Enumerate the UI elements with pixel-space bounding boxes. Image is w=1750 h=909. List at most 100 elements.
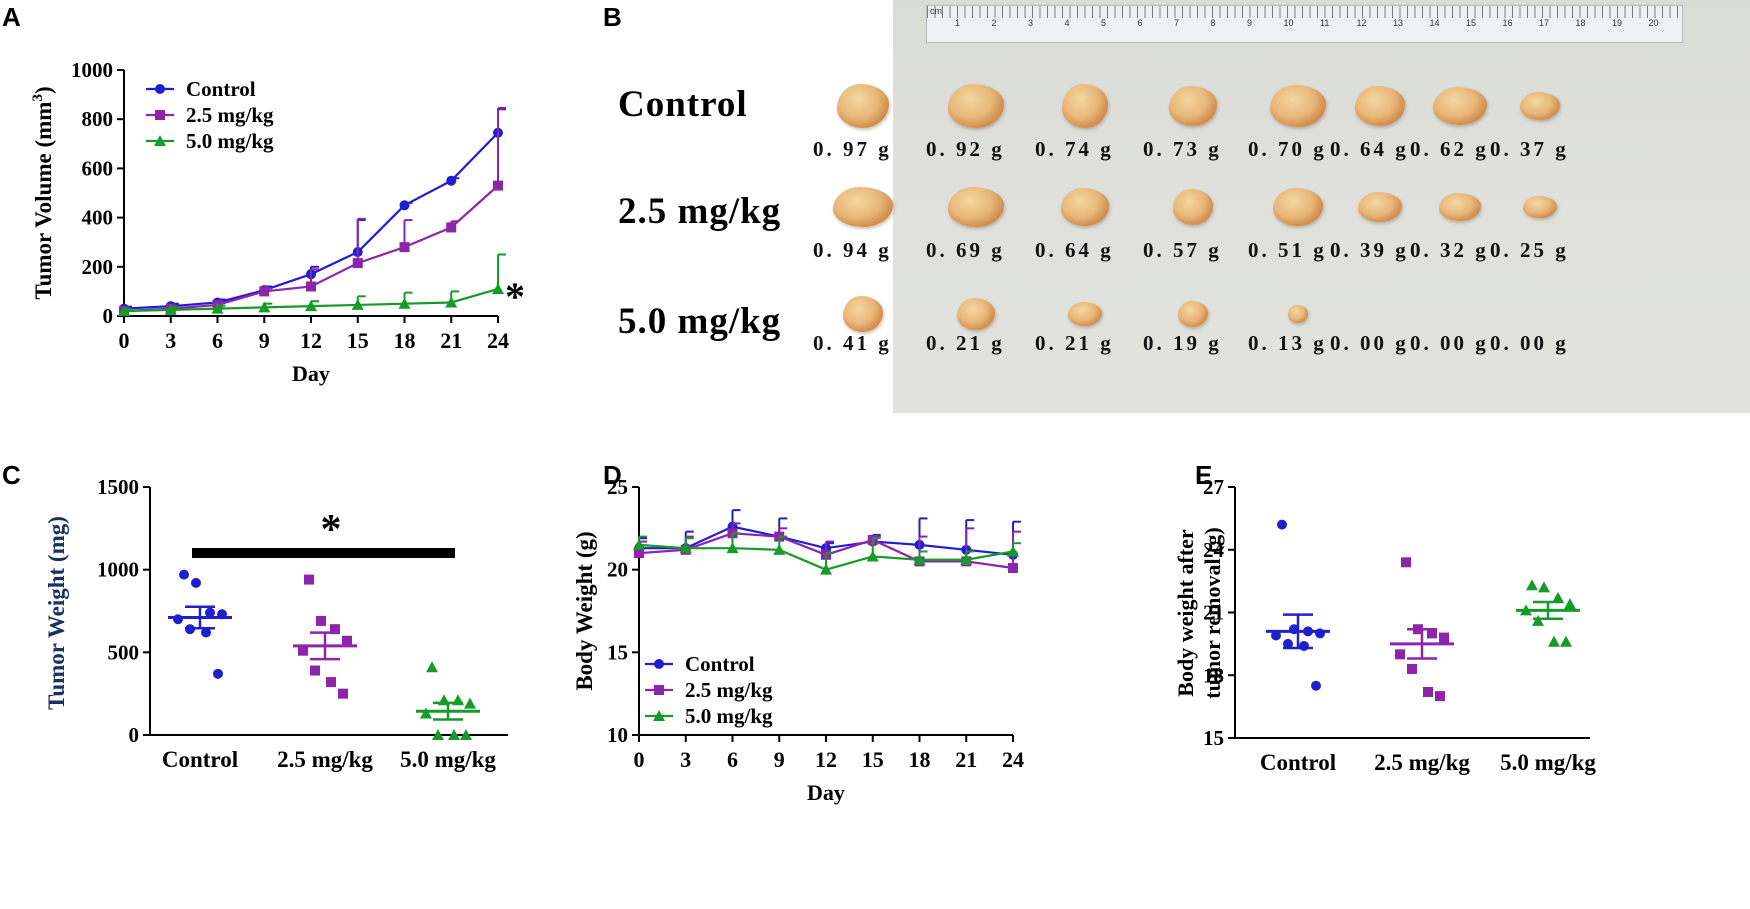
tumor-weight-label: 0. 39 g — [1330, 238, 1409, 262]
data-point — [464, 697, 476, 709]
legend-label: 2.5 mg/kg — [186, 103, 274, 127]
tumor-specimen — [1433, 87, 1487, 125]
significance-star: * — [505, 274, 525, 319]
data-point — [679, 542, 692, 554]
data-point — [338, 688, 348, 699]
data-point — [1560, 635, 1572, 647]
data-point — [342, 635, 352, 646]
data-point — [820, 563, 832, 575]
tumor-weight-label: 0. 41 g — [813, 331, 892, 355]
legend-marker — [155, 110, 165, 120]
data-point — [773, 543, 786, 555]
x-category-label: 5.0 mg/kg — [400, 747, 496, 772]
tumor-weight-label: 0. 21 g — [1035, 331, 1114, 355]
y-tick-label: 25 — [607, 475, 628, 499]
data-point — [866, 550, 879, 562]
y-tick-label: 15 — [607, 640, 628, 664]
data-point — [1395, 649, 1405, 660]
tumor-weight-label: 0. 92 g — [926, 137, 1005, 161]
data-point — [1407, 663, 1417, 674]
tumor-specimen — [837, 84, 889, 128]
data-point — [398, 297, 411, 309]
x-tick-label: 15 — [862, 747, 884, 772]
ruler-number: 12 — [1356, 18, 1367, 28]
legend-marker — [654, 659, 664, 669]
y-tick-label: 500 — [108, 640, 140, 664]
data-point — [1564, 598, 1576, 610]
ruler-unit: cm — [930, 6, 942, 16]
x-tick-label: 9 — [259, 328, 270, 353]
ruler-number: 5 — [1101, 18, 1107, 28]
ruler-number: 10 — [1283, 18, 1294, 28]
y-tick-label: 20 — [607, 558, 628, 582]
tumor-weight-label: 0. 21 g — [926, 331, 1005, 355]
data-point — [448, 729, 460, 740]
tumor-weight-label: 0. 00 g — [1410, 331, 1489, 355]
y-tick-label: 21 — [1203, 601, 1224, 625]
data-point — [298, 645, 308, 656]
data-point — [326, 677, 336, 688]
panel-label-e: E — [1195, 460, 1213, 490]
data-point — [1007, 545, 1019, 557]
ruler-number: 3 — [1028, 18, 1034, 28]
y-axis-label: Tumor Weight (mg) — [44, 516, 69, 710]
y-axis-label: Body Weight (g) — [572, 531, 597, 690]
panel-label-c: C — [2, 460, 21, 490]
y-tick-label: 0 — [129, 723, 140, 747]
ruler-number: 7 — [1174, 18, 1180, 28]
x-axis-label: Day — [292, 361, 330, 386]
data-point — [1283, 638, 1293, 649]
ruler-number: 4 — [1064, 18, 1070, 28]
data-point — [432, 729, 444, 740]
x-tick-label: 21 — [440, 328, 462, 353]
data-point — [1548, 635, 1560, 647]
x-tick-label: 24 — [1002, 747, 1024, 772]
data-point — [633, 538, 645, 550]
y-tick-label: 27 — [1203, 475, 1224, 499]
x-tick-label: 24 — [487, 328, 509, 353]
data-point — [913, 553, 926, 565]
data-point — [118, 305, 130, 317]
data-point — [205, 607, 215, 618]
data-point — [330, 624, 340, 635]
legend-label: Control — [186, 77, 256, 101]
legend-label: Control — [685, 652, 755, 676]
tumor-weight-label: 0. 62 g — [1410, 137, 1489, 161]
chart-a-tumor-volume: 0 200 400 600 800 1000 0 3 6 9 12 15 18 21 24 Day Contro… — [30, 58, 525, 386]
x-tick-label: 0 — [119, 328, 130, 353]
legend-label: 2.5 mg/kg — [685, 678, 773, 702]
data-point — [493, 180, 503, 191]
legend-marker — [654, 685, 664, 695]
data-point — [310, 665, 320, 676]
ruler-number: 6 — [1137, 18, 1143, 28]
x-tick-label: 12 — [815, 747, 837, 772]
data-point — [306, 281, 316, 292]
tumor-weight-label: 0. 94 g — [813, 238, 892, 262]
tumor-weight-label: 0. 73 g — [1143, 137, 1222, 161]
tumor-weight-label: 0. 74 g — [1035, 137, 1114, 161]
tumor-weight-label: 0. 00 g — [1490, 331, 1569, 355]
data-point — [213, 668, 223, 679]
y-axis-label-line2: tumor removal (g) — [1200, 527, 1225, 698]
tumor-specimen — [1439, 193, 1481, 221]
tumor-specimen — [1270, 85, 1326, 127]
data-point — [446, 175, 457, 186]
data-point — [1299, 640, 1309, 651]
x-tick-label: 0 — [634, 747, 645, 772]
photo-row-label: Control — [618, 84, 748, 125]
tumor-weight-label: 0. 64 g — [1330, 137, 1409, 161]
data-point — [1008, 563, 1018, 574]
y-tick-label: 10 — [607, 723, 628, 747]
tumor-specimen — [957, 298, 995, 330]
y-axis-label-end: ) — [31, 86, 56, 94]
data-point — [191, 577, 201, 588]
data-point — [305, 300, 317, 312]
legend-label: 5.0 mg/kg — [685, 704, 773, 728]
y-tick-label: 24 — [1203, 538, 1225, 562]
x-tick-label: 6 — [727, 747, 738, 772]
y-axis-label: Tumor Volume (mm3) — [30, 86, 56, 299]
legend-label: 5.0 mg/kg — [186, 129, 274, 153]
x-category-label: Control — [1260, 750, 1336, 775]
data-point — [173, 614, 183, 625]
